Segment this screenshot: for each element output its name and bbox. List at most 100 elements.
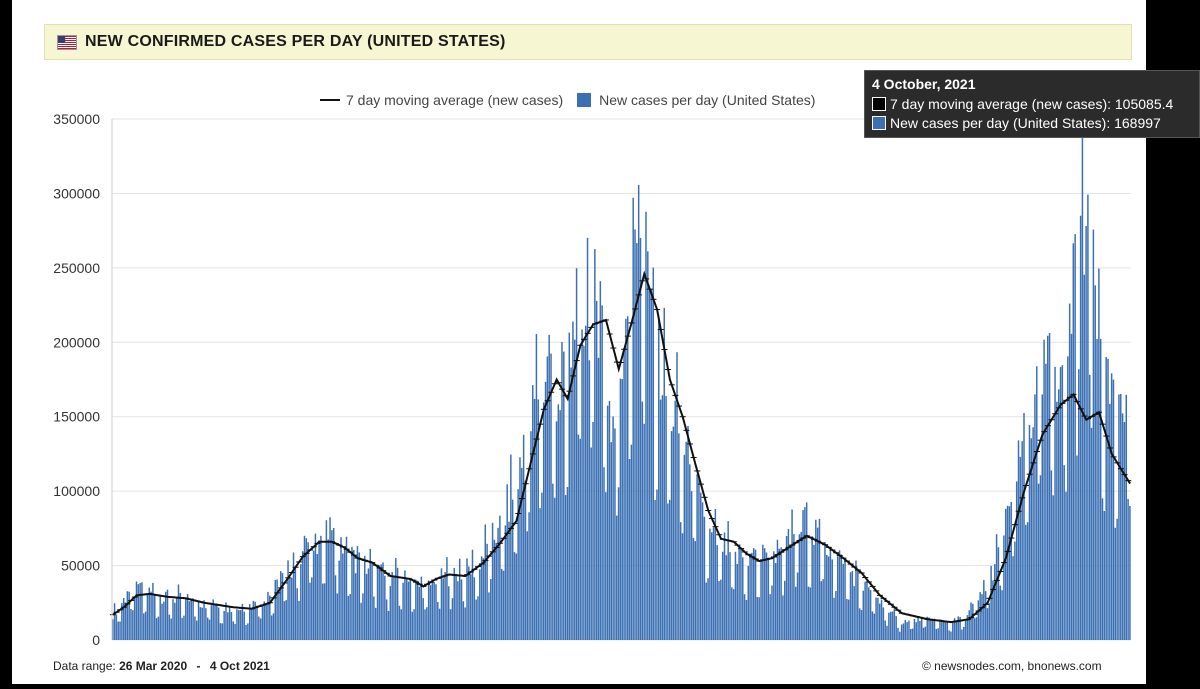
daily-bar[interactable] (526, 531, 529, 640)
daily-bar[interactable] (844, 559, 846, 640)
daily-bar[interactable] (161, 603, 163, 640)
daily-bar[interactable] (267, 591, 269, 640)
daily-bar[interactable] (325, 520, 328, 640)
daily-bar[interactable] (893, 608, 896, 640)
daily-bar[interactable] (128, 591, 130, 640)
daily-bar[interactable] (124, 602, 127, 640)
daily-bar[interactable] (398, 605, 401, 640)
daily-bar[interactable] (174, 602, 176, 640)
daily-bar[interactable] (460, 579, 463, 640)
daily-bar[interactable] (1067, 356, 1069, 640)
daily-bar[interactable] (409, 580, 412, 640)
daily-bar[interactable] (690, 491, 693, 640)
daily-bar[interactable] (703, 516, 706, 640)
daily-bar[interactable] (1087, 194, 1089, 640)
daily-bar[interactable] (157, 616, 160, 640)
daily-bar[interactable] (530, 431, 532, 640)
daily-bar[interactable] (917, 617, 919, 640)
daily-bar[interactable] (435, 584, 437, 640)
daily-bar[interactable] (406, 578, 408, 640)
daily-bar[interactable] (707, 578, 709, 640)
daily-bar[interactable] (962, 626, 965, 640)
daily-bar[interactable] (897, 627, 899, 640)
daily-bar[interactable] (997, 547, 1000, 640)
daily-bar[interactable] (179, 592, 182, 640)
daily-bar[interactable] (977, 600, 980, 640)
daily-bar[interactable] (599, 281, 602, 640)
daily-bar[interactable] (400, 609, 403, 640)
daily-bar[interactable] (1074, 234, 1076, 640)
daily-bar[interactable] (466, 558, 468, 640)
daily-bar[interactable] (1081, 132, 1084, 640)
daily-bar[interactable] (522, 434, 525, 640)
daily-bar[interactable] (718, 581, 720, 640)
daily-bar[interactable] (146, 594, 149, 640)
daily-bar[interactable] (511, 499, 514, 640)
daily-bar[interactable] (1034, 394, 1036, 640)
daily-bar[interactable] (815, 519, 817, 640)
daily-bar[interactable] (694, 541, 697, 640)
daily-bar[interactable] (440, 568, 443, 640)
daily-bar[interactable] (508, 521, 510, 640)
daily-bar[interactable] (984, 591, 987, 640)
daily-bar[interactable] (979, 592, 981, 640)
daily-bar[interactable] (225, 602, 227, 640)
daily-bar[interactable] (307, 542, 309, 640)
daily-bar[interactable] (1050, 470, 1053, 640)
daily-bar[interactable] (1085, 225, 1087, 640)
daily-bar[interactable] (577, 434, 580, 640)
daily-bar[interactable] (168, 614, 171, 640)
daily-bar[interactable] (720, 579, 722, 640)
daily-bar[interactable] (442, 578, 445, 640)
daily-bar[interactable] (1043, 339, 1045, 640)
daily-bar[interactable] (364, 555, 366, 640)
daily-bar[interactable] (888, 612, 890, 640)
daily-bar[interactable] (847, 599, 850, 640)
daily-bar[interactable] (1048, 332, 1051, 640)
daily-bar[interactable] (769, 594, 771, 640)
daily-bar[interactable] (289, 577, 291, 640)
daily-bar[interactable] (482, 558, 485, 640)
daily-bar[interactable] (477, 596, 479, 640)
daily-bar[interactable] (641, 401, 644, 640)
daily-bar[interactable] (384, 575, 386, 640)
daily-bar[interactable] (937, 628, 939, 640)
daily-bar[interactable] (698, 476, 700, 640)
daily-bar[interactable] (197, 601, 200, 640)
daily-bar[interactable] (314, 533, 317, 640)
daily-bar[interactable] (637, 184, 640, 640)
daily-bar[interactable] (672, 426, 675, 640)
daily-bar[interactable] (542, 402, 545, 640)
daily-bar[interactable] (1092, 229, 1095, 640)
daily-bar[interactable] (148, 587, 150, 640)
daily-bar[interactable] (533, 398, 536, 640)
daily-bar[interactable] (311, 577, 313, 640)
daily-bar[interactable] (164, 591, 167, 640)
daily-bar[interactable] (559, 410, 561, 640)
daily-bar[interactable] (871, 611, 874, 640)
daily-bar[interactable] (661, 395, 664, 640)
daily-bar[interactable] (1109, 403, 1111, 640)
daily-bar[interactable] (572, 321, 574, 640)
daily-bar[interactable] (1078, 369, 1080, 640)
daily-bar[interactable] (141, 582, 143, 640)
daily-bar[interactable] (592, 421, 594, 640)
daily-bar[interactable] (904, 619, 907, 640)
daily-bar[interactable] (256, 607, 258, 640)
daily-bar[interactable] (437, 601, 439, 640)
daily-bar[interactable] (493, 539, 496, 640)
daily-bar[interactable] (298, 600, 300, 640)
daily-bar[interactable] (908, 620, 910, 640)
daily-bar[interactable] (254, 601, 256, 640)
daily-bar[interactable] (152, 582, 154, 640)
daily-bar[interactable] (285, 600, 287, 640)
daily-bar[interactable] (358, 552, 361, 640)
daily-bar[interactable] (668, 499, 671, 640)
daily-bar[interactable] (524, 480, 527, 640)
daily-bar[interactable] (336, 593, 339, 640)
daily-bar[interactable] (855, 560, 857, 640)
daily-bar[interactable] (751, 552, 753, 640)
daily-bar[interactable] (557, 404, 560, 640)
daily-bar[interactable] (729, 552, 731, 640)
daily-bar[interactable] (491, 522, 494, 640)
